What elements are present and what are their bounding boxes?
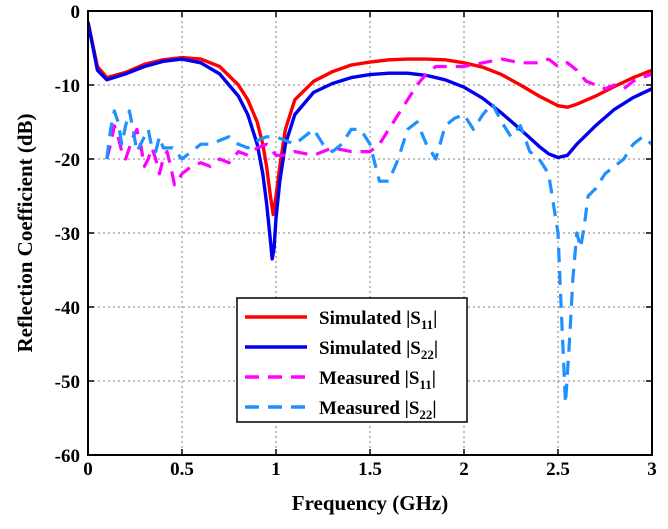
series-line-3	[105, 57, 652, 187]
x-tick-label: 1.5	[358, 459, 382, 480]
legend: Simulated |S11| Simulated |S22| Measured |…	[236, 297, 468, 423]
y-tick-label: -40	[55, 298, 80, 319]
y-tick-label: -30	[55, 224, 80, 245]
x-tick-label: 0	[83, 459, 93, 480]
legend-label-3: Measured |S11|	[319, 368, 436, 392]
y-axis-title: Reflection Coefficient (dB)	[13, 113, 37, 352]
x-tick-label: 0.5	[170, 459, 194, 480]
y-tick-label: -10	[55, 76, 80, 97]
series-line-1	[88, 21, 652, 217]
x-tick-label: 2.5	[546, 459, 570, 480]
legend-label-1: Simulated |S11|	[319, 308, 437, 332]
y-tick-label: 0	[71, 2, 81, 23]
series-line-2	[88, 21, 652, 261]
legend-label-2: Simulated |S22|	[319, 338, 438, 362]
y-tick-label: -20	[55, 150, 80, 171]
ticks	[87, 10, 653, 456]
y-tick-label: -50	[55, 372, 80, 393]
x-tick-label: 2	[459, 459, 469, 480]
y-tick-label: -60	[55, 446, 80, 467]
series-line-4	[105, 101, 652, 405]
series-layer	[88, 21, 652, 405]
legend-label-4: Measured |S22|	[319, 398, 437, 422]
x-tick-label: 3	[647, 459, 657, 480]
tick-labels: 0 0.5 1 1.5 2 2.5 3 0 -10 -20 -30 -40 -50 -60	[55, 2, 657, 480]
x-axis-title: Frequency (GHz)	[292, 491, 449, 515]
x-tick-label: 1	[271, 459, 281, 480]
